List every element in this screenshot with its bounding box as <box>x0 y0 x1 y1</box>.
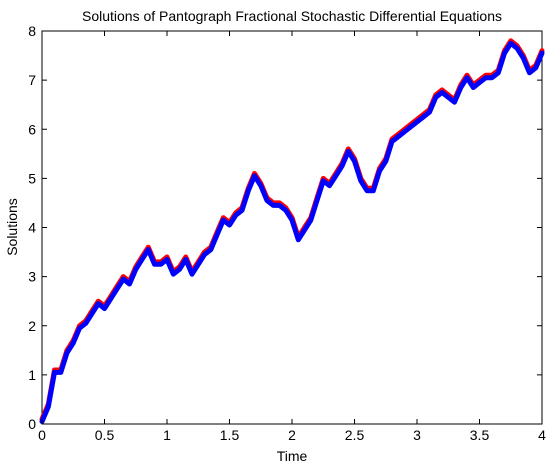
y-tick-label: 8 <box>28 23 36 39</box>
series-layer <box>39 38 545 424</box>
x-tick-label: 1 <box>163 427 171 443</box>
x-tick-label: 2 <box>288 427 296 443</box>
x-tick-label: 4 <box>538 427 546 443</box>
y-tick-label: 3 <box>28 269 36 285</box>
x-axis: 0 0.5 1 1.5 2 2.5 3 3.5 4 <box>38 31 546 443</box>
y-tick-label: 1 <box>28 367 36 383</box>
x-tick-label: 2.5 <box>345 427 365 443</box>
x-tick-label: 1.5 <box>220 427 240 443</box>
series-line-2 <box>39 40 545 424</box>
x-tick-label: 0.5 <box>95 427 115 443</box>
x-tick-label: 3.5 <box>470 427 490 443</box>
chart-title: Solutions of Pantograph Fractional Stoch… <box>82 8 502 24</box>
x-tick-label: 3 <box>413 427 421 443</box>
y-tick-label: 7 <box>28 72 36 88</box>
x-axis-label: Time <box>277 448 308 464</box>
y-tick-label: 6 <box>28 121 36 137</box>
y-axis-label: Solutions <box>4 198 20 256</box>
y-tick-label: 2 <box>28 318 36 334</box>
y-axis: 0 1 2 3 4 5 6 7 8 <box>28 23 542 432</box>
x-tick-label: 0 <box>38 427 46 443</box>
y-tick-label: 0 <box>28 416 36 432</box>
y-tick-label: 5 <box>28 170 36 186</box>
y-tick-label: 4 <box>28 220 36 236</box>
